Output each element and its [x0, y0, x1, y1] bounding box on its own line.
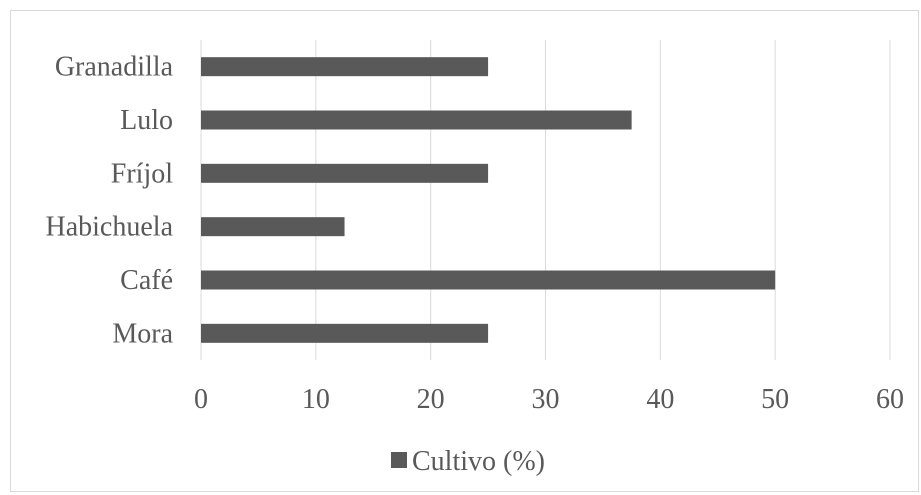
- category-label: Habichuela: [46, 212, 174, 243]
- category-label: Lulo: [120, 105, 173, 136]
- x-tick-label: 0: [194, 384, 208, 415]
- x-tick-label: 20: [417, 384, 445, 415]
- category-label: Granadilla: [55, 52, 174, 83]
- legend-swatch: [391, 452, 407, 468]
- bar: [201, 57, 489, 77]
- bar: [201, 110, 632, 130]
- bar: [201, 163, 489, 183]
- x-tick-label: 40: [646, 384, 674, 415]
- bar: [201, 217, 345, 237]
- x-tick-label: 60: [876, 384, 904, 415]
- category-label: Café: [120, 265, 173, 296]
- legend: Cultivo (%): [391, 446, 545, 477]
- legend-label: Cultivo (%): [412, 446, 545, 477]
- category-label: Fríjol: [111, 158, 173, 189]
- category-label: Mora: [112, 318, 173, 349]
- value-axis-tick-labels: 0 10 20 30 40 50 60: [194, 384, 904, 415]
- x-tick-label: 50: [761, 384, 789, 415]
- chart-frame: [10, 10, 919, 492]
- bar: [201, 270, 776, 290]
- bar: [201, 323, 489, 343]
- bars: [201, 57, 776, 343]
- x-tick-label: 10: [302, 384, 330, 415]
- x-tick-label: 30: [532, 384, 560, 415]
- category-axis-labels: Granadilla Lulo Fríjol Habichuela Café Mora: [46, 52, 174, 350]
- gridlines: [200, 40, 891, 360]
